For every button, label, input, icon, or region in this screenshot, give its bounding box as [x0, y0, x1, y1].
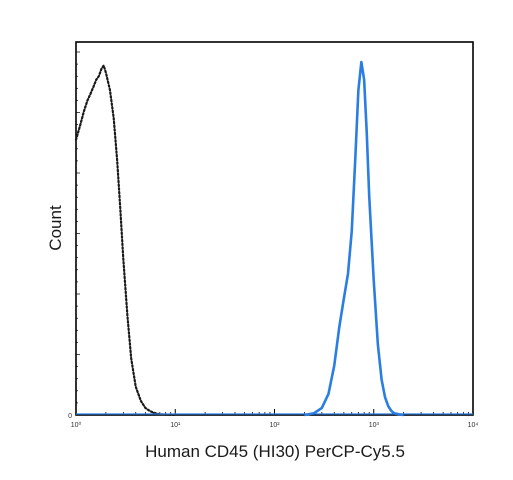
series-layer	[74, 60, 473, 417]
x-tick-label: 10²	[269, 422, 280, 429]
x-tick-label: 10⁰	[71, 421, 82, 429]
stained-sample-curve	[304, 60, 404, 417]
y-tick-label: 0	[68, 413, 72, 420]
isotype-control-curve	[74, 64, 177, 417]
y-axis-title: Count	[46, 205, 65, 251]
plot-frame	[75, 41, 474, 416]
x-tick-label: 10¹	[170, 422, 181, 429]
x-axis-title: Human CD45 (HI30) PerCP-Cy5.5	[145, 442, 405, 461]
x-tick-label: 10³	[369, 422, 380, 429]
x-tick-label: 10⁴	[468, 422, 479, 429]
axis-ticks: 10⁰ 10¹ 10² 10³ 10⁴ 0	[68, 51, 479, 429]
